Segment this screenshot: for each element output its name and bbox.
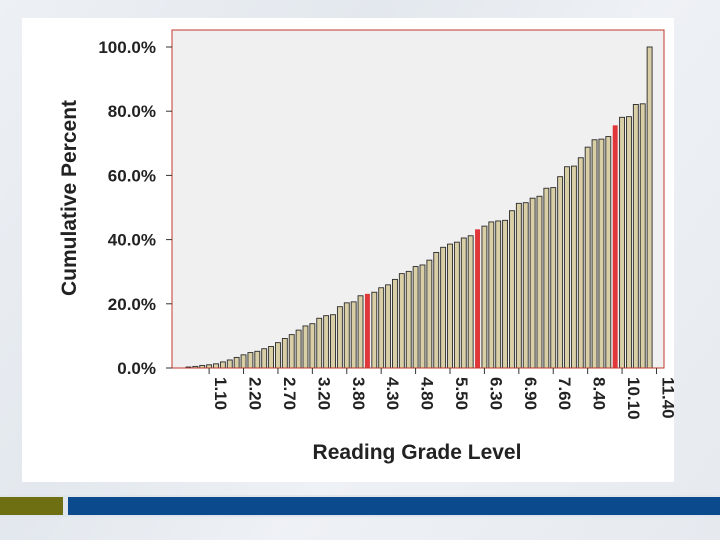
bar [536, 195, 543, 369]
bar [467, 235, 474, 369]
bar [226, 359, 233, 369]
x-tick-label: 7.60 [555, 377, 574, 410]
y-tick-label: 100.0% [98, 38, 156, 57]
bar [619, 116, 626, 369]
highlight-bar [364, 293, 370, 368]
y-tick-label: 0.0% [117, 359, 156, 378]
bar [405, 270, 412, 369]
bar [343, 302, 350, 369]
bar [502, 219, 508, 369]
bar [254, 350, 261, 369]
bar [288, 334, 295, 369]
bar [392, 278, 398, 369]
bar [378, 287, 385, 369]
bar [639, 103, 646, 369]
bar [330, 314, 336, 369]
x-tick-label: 1.10 [211, 377, 230, 410]
bar [591, 139, 598, 369]
bar [336, 306, 343, 369]
bar [515, 202, 522, 369]
x-tick-label: 3.20 [314, 377, 333, 410]
x-axis-ticks: 1.10 2.20 2.70 3.20 3.80 4.30 4.80 5.50 6.30 6.90… [208, 368, 677, 420]
bar [302, 325, 309, 369]
bar [453, 241, 460, 369]
bar [426, 259, 433, 369]
bar [522, 202, 529, 369]
bar [213, 363, 219, 369]
bar [240, 354, 247, 369]
bar [419, 264, 426, 369]
bar [447, 243, 453, 369]
bar [275, 342, 281, 369]
y-axis-title: Cumulative Percent [58, 100, 81, 296]
bar [295, 329, 302, 369]
bar [371, 291, 378, 369]
y-tick-label: 40.0% [108, 231, 156, 250]
footer-accent-olive [0, 497, 63, 515]
y-tick-label: 80.0% [108, 102, 156, 121]
bar [350, 301, 357, 369]
bar [323, 315, 330, 369]
bar [564, 166, 570, 369]
bars [185, 46, 653, 369]
bar [577, 157, 584, 369]
bar [598, 138, 605, 369]
bar [529, 197, 536, 369]
bar [309, 323, 316, 369]
footer-accent-blue [68, 497, 720, 515]
x-tick-label: 4.30 [383, 377, 402, 410]
bar [316, 317, 323, 369]
x-tick-label: 2.70 [280, 377, 299, 410]
bar [570, 165, 577, 369]
bar [488, 221, 495, 369]
bar [281, 338, 288, 369]
bar [219, 361, 226, 369]
bar [398, 273, 405, 369]
x-tick-label: 2.20 [246, 377, 265, 410]
bar [412, 266, 419, 369]
bar [357, 295, 364, 369]
highlight-bar [612, 125, 618, 368]
bar [247, 352, 254, 369]
bar [481, 225, 488, 369]
x-axis-title: Reading Grade Level [313, 441, 522, 464]
x-tick-label: 5.50 [452, 377, 471, 410]
x-tick-label: 10.10 [624, 377, 643, 420]
highlight-bar [475, 229, 481, 368]
bar [433, 251, 440, 369]
x-tick-label: 6.30 [486, 377, 505, 410]
x-tick-label: 8.40 [590, 377, 609, 410]
bar [385, 284, 391, 369]
bar [550, 187, 557, 369]
y-axis-ticks: 0.0% 20.0% 40.0% 60.0% 80.0% 100.0% [98, 38, 172, 378]
x-tick-label: 4.80 [418, 377, 437, 410]
bar [261, 348, 268, 369]
bar [584, 146, 591, 369]
bar [233, 356, 240, 369]
bar [460, 237, 467, 369]
x-tick-label: 6.90 [521, 377, 540, 410]
bar [495, 220, 502, 369]
x-tick-label: 11.40 [658, 377, 677, 419]
bar [646, 46, 653, 369]
bar [605, 136, 612, 369]
bar [509, 210, 515, 369]
bar [268, 346, 274, 369]
y-tick-label: 20.0% [108, 295, 156, 314]
y-tick-label: 60.0% [108, 166, 156, 185]
plot-border [171, 29, 665, 369]
bar [440, 246, 447, 369]
bar [543, 187, 550, 369]
bar [632, 104, 639, 369]
x-tick-label: 3.80 [349, 377, 368, 410]
bar [626, 116, 632, 369]
bar [557, 176, 564, 369]
